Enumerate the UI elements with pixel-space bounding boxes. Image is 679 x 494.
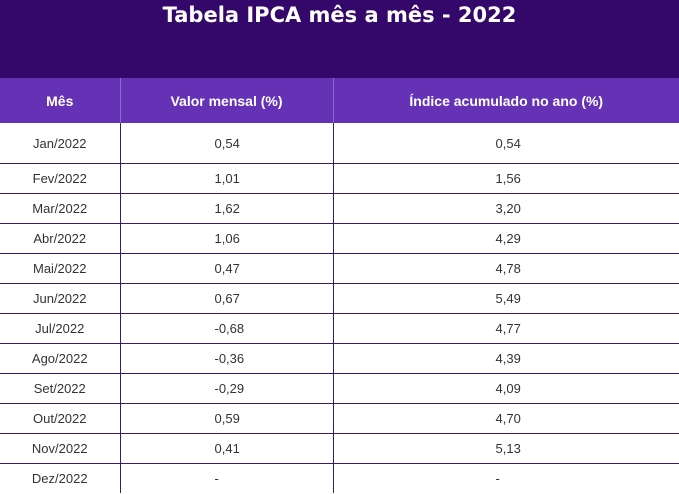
cell-accumulated-index: - xyxy=(495,471,500,486)
cell-monthly-value: 0,59 xyxy=(120,403,334,434)
cell-accumulated-index: 4,78 xyxy=(333,253,679,284)
cell-monthly-value: 1,01 xyxy=(120,163,334,194)
cell-month: Mar/2022 xyxy=(0,193,121,224)
cell-month: Mai/2022 xyxy=(0,253,121,284)
cell-month: Ago/2022 xyxy=(0,343,121,374)
cell-month: Out/2022 xyxy=(0,403,121,434)
table-row: Jun/2022 0,67 5,49 xyxy=(0,283,679,314)
cell-month: Fev/2022 xyxy=(0,163,121,194)
cell-monthly-value: - xyxy=(120,463,334,493)
header-accumulated-index: Índice acumulado no ano (%) xyxy=(333,78,679,123)
cell-accumulated-index: 1,56 xyxy=(333,163,679,194)
cell-monthly-value: 1,62 xyxy=(120,193,334,224)
cell-monthly-value: -0,36 xyxy=(120,343,334,374)
cell-accumulated-index: 5,49 xyxy=(333,283,679,314)
table-row: Abr/2022 1,06 4,29 xyxy=(0,223,679,254)
cell-accumulated-index: 4,77 xyxy=(333,313,679,344)
cell-monthly-value: 0,54 xyxy=(120,123,334,164)
table-row: Out/2022 0,59 4,70 xyxy=(0,403,679,434)
cell-monthly-value: 0,67 xyxy=(120,283,334,314)
ipca-table: Mês Valor mensal (%) Índice acumulado no… xyxy=(0,78,679,493)
table-row: Dez/2022- - xyxy=(0,463,679,493)
cell-accumulated-index: 5,13 xyxy=(333,433,679,464)
cell-month: Abr/2022 xyxy=(0,223,121,254)
table-row: Fev/2022 1,01 1,56 xyxy=(0,163,679,194)
table-row: Nov/2022 0,41 5,13 xyxy=(0,433,679,464)
cell-monthly-value: 0,47 xyxy=(120,253,334,284)
table-row: Jan/2022 0,54 0,54 xyxy=(0,123,679,164)
header-row: Mês Valor mensal (%) Índice acumulado no… xyxy=(0,78,679,123)
table-header: Mês Valor mensal (%) Índice acumulado no… xyxy=(0,78,679,123)
cell-monthly-value: -0,29 xyxy=(120,373,334,404)
table-row: Mai/2022 0,47 4,78 xyxy=(0,253,679,284)
header-monthly-value: Valor mensal (%) xyxy=(120,78,334,123)
table-row: Ago/2022 -0,36 4,39 xyxy=(0,343,679,374)
table-row: Set/2022 -0,29 4,09 xyxy=(0,373,679,404)
cell-month: Jul/2022 xyxy=(0,313,121,344)
cell-month: Jan/2022 xyxy=(0,123,121,164)
cell-monthly-value: -0,68 xyxy=(120,313,334,344)
cell-accumulated-index: 4,09 xyxy=(333,373,679,404)
title-banner: Tabela IPCA mês a mês - 2022 xyxy=(0,0,679,78)
table-row: Mar/2022 1,62 3,20 xyxy=(0,193,679,224)
cell-monthly-value: 0,41 xyxy=(120,433,334,464)
cell-monthly-value: 1,06 xyxy=(120,223,334,254)
cell-accumulated-index: 0,54 xyxy=(333,123,679,164)
cell-month: Nov/2022 xyxy=(0,433,121,464)
table-body: Jan/2022 0,54 0,54 Fev/2022 1,01 1,56 Mar/2022… xyxy=(0,123,679,493)
cell-month: Jun/2022 xyxy=(0,283,121,314)
table-title: Tabela IPCA mês a mês - 2022 xyxy=(162,3,517,27)
cell-accumulated-index: 3,20 xyxy=(333,193,679,224)
cell-accumulated-index: 4,39 xyxy=(333,343,679,374)
cell-month: Set/2022 xyxy=(0,373,121,404)
header-month: Mês xyxy=(0,78,121,123)
cell-month: Dez/2022 xyxy=(0,463,121,493)
cell-accumulated-index: 4,29 xyxy=(333,223,679,254)
cell-accumulated-index: 4,70 xyxy=(333,403,679,434)
table-row: Jul/2022 -0,68 4,77 xyxy=(0,313,679,344)
